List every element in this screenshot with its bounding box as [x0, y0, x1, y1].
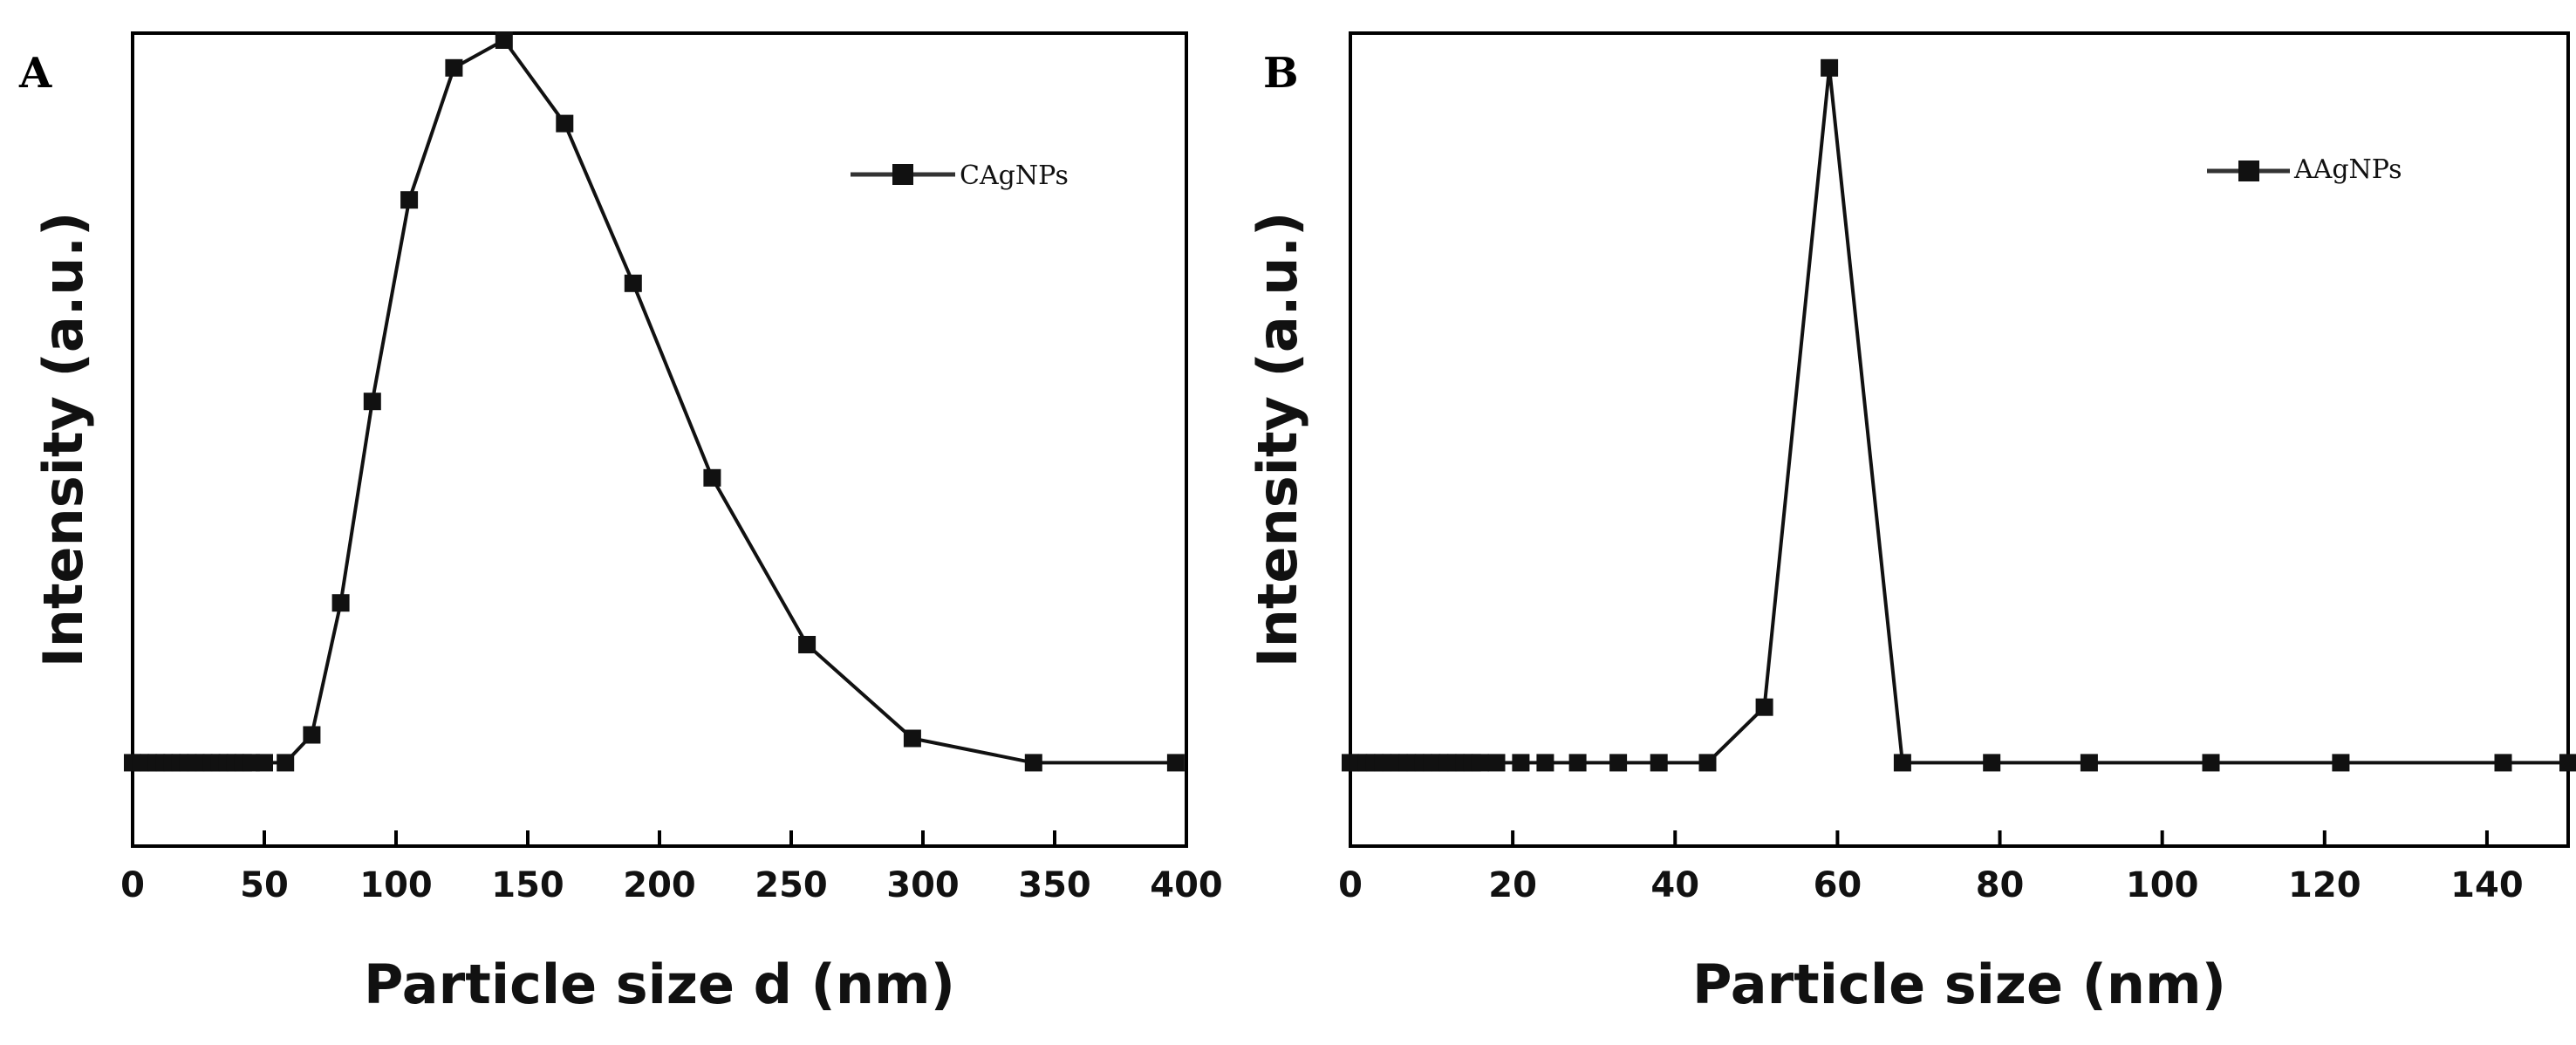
panel-b-legend: AAgNPs — [2207, 154, 2402, 185]
panel-a-x-tick-label: 400 — [1150, 865, 1223, 905]
panel-a-x-axis-title: Particle size d (nm) — [364, 953, 955, 1016]
panel-b-data-point — [1698, 754, 1717, 772]
panel-b-data-point — [1893, 754, 1911, 772]
panel-a-data-point — [256, 754, 273, 772]
panel-b-x-tick-label: 0 — [1338, 865, 1363, 905]
panel-a-data-point — [495, 31, 513, 49]
panel-a-data-point — [798, 636, 817, 653]
panel-a-x-tick-label: 50 — [240, 865, 289, 905]
panel-b-x-tick-label: 120 — [2288, 865, 2361, 905]
panel-a: A Intensity (a.u.) Particle size d (nm) … — [18, 31, 1223, 1016]
panel-b-x-tick-label: 40 — [1650, 865, 1699, 905]
panel-b-data-point — [2332, 754, 2350, 772]
panel-b: B Intensity (a.u.) Particle size (nm) 0 2… — [1246, 31, 2576, 1016]
panel-b-data-point — [1983, 754, 2001, 772]
panel-b-data-point — [1821, 58, 1839, 77]
panel-b-plot-frame — [1349, 31, 2570, 848]
panel-a-data-point — [703, 468, 721, 487]
panel-b-data-point — [1471, 754, 1489, 772]
panel-a-x-tick-label: 150 — [491, 865, 564, 905]
panel-a-data-point — [331, 594, 350, 612]
panel-a-x-tick-label: 300 — [886, 865, 960, 905]
panel-b-data-point — [2080, 754, 2098, 772]
panel-b-data-point — [2559, 754, 2576, 772]
panel-b-x-ticks: 0 20 40 60 80 100 120 140 — [1338, 830, 2524, 905]
panel-b-data-point — [1650, 754, 1668, 772]
panel-a-x-tick-label: 100 — [359, 865, 433, 905]
panel-b-x-tick-label: 20 — [1488, 865, 1537, 905]
panel-b-x-tick-label: 60 — [1814, 865, 1862, 905]
panel-a-y-axis-title: Intensity (a.u.) — [31, 212, 95, 668]
panel-b-x-tick-label: 80 — [1976, 865, 2025, 905]
panel-b-letter: B — [1263, 49, 1299, 98]
panel-a-data-point — [303, 726, 321, 744]
panel-a-data-point — [1024, 754, 1042, 772]
panel-b-series — [1342, 58, 2576, 772]
panel-a-legend-marker — [892, 164, 913, 185]
panel-b-x-tick-label: 100 — [2126, 865, 2199, 905]
panel-b-x-tick-label: 140 — [2450, 865, 2524, 905]
panel-b-x-axis-title: Particle size (nm) — [1692, 953, 2226, 1016]
panel-b-data-point — [1568, 754, 1587, 772]
panel-a-plot-frame — [131, 31, 1188, 848]
panel-a-x-tick-label: 200 — [623, 865, 696, 905]
panel-a-data-point — [556, 114, 574, 133]
panel-b-data-point — [1755, 698, 1773, 716]
panel-a-data-point — [445, 58, 463, 77]
panel-a-series-line — [133, 38, 1176, 765]
panel-a-x-ticks: 0 50 100 150 200 250 300 350 400 — [120, 830, 1223, 905]
panel-b-legend-label: AAgNPs — [2293, 154, 2402, 185]
panel-a-data-point — [903, 729, 921, 748]
panel-a-letter: A — [18, 49, 52, 98]
panel-b-data-point — [1609, 754, 1628, 772]
panel-a-data-point — [624, 274, 642, 292]
panel-a-x-tick-label: 350 — [1018, 865, 1091, 905]
panel-a-series — [124, 31, 1185, 772]
panel-a-x-tick-label: 0 — [120, 865, 145, 905]
panel-a-data-point — [277, 754, 295, 772]
panel-b-data-point — [2202, 754, 2220, 772]
panel-a-data-point — [1166, 754, 1185, 772]
panel-b-legend-marker — [2238, 161, 2259, 181]
panel-b-data-point — [2494, 754, 2512, 772]
panel-a-x-tick-label: 250 — [755, 865, 828, 905]
panel-b-data-point — [1512, 754, 1530, 772]
panel-a-legend-label: CAgNPs — [960, 161, 1069, 191]
panel-b-y-axis-title: Intensity (a.u.) — [1246, 212, 1309, 668]
panel-a-data-point — [400, 191, 419, 209]
panel-b-data-point — [1536, 754, 1554, 772]
panel-a-data-point — [363, 393, 381, 411]
panel-b-data-point — [1487, 754, 1506, 772]
panel-a-legend: CAgNPs — [851, 161, 1069, 191]
panel-a-data-point — [242, 754, 260, 772]
